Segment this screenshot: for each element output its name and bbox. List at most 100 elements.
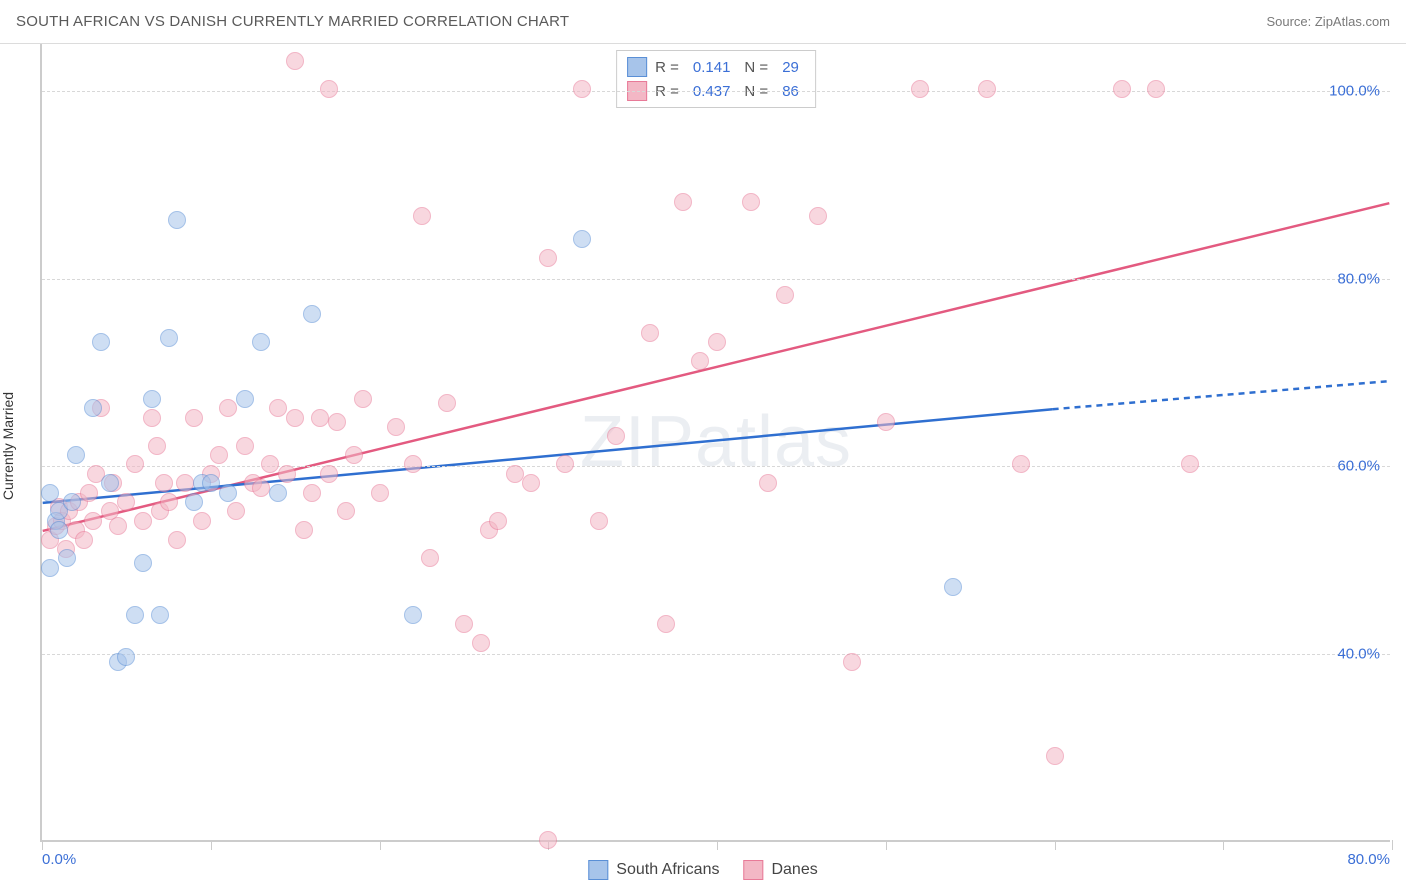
swatch-danes [743,860,763,880]
scatter-point-danes [176,474,194,492]
scatter-point-danes [155,474,173,492]
scatter-point-danes [134,512,152,530]
scatter-point-danes [143,409,161,427]
scatter-point-danes [328,413,346,431]
scatter-point-danes [556,455,574,473]
scatter-point-south-africans [117,648,135,666]
gridline [42,654,1390,655]
scatter-point-danes [84,512,102,530]
scatter-point-danes [227,502,245,520]
scatter-point-south-africans [303,305,321,323]
legend-label: South Africans [616,861,719,879]
scatter-point-danes [160,493,178,511]
scatter-point-south-africans [50,521,68,539]
scatter-point-danes [607,427,625,445]
stat-r-label: R = [655,59,679,76]
scatter-point-danes [1046,747,1064,765]
scatter-point-danes [345,446,363,464]
chart-container: SOUTH AFRICAN VS DANISH CURRENTLY MARRIE… [0,0,1406,892]
scatter-point-south-africans [185,493,203,511]
scatter-point-danes [80,484,98,502]
scatter-point-danes [75,531,93,549]
legend-label: Danes [771,861,817,879]
scatter-point-danes [354,390,372,408]
scatter-point-danes [573,80,591,98]
y-axis-label: Currently Married [0,392,16,500]
scatter-point-danes [742,193,760,211]
x-tick-label-end: 80.0% [1347,851,1390,868]
gridline [42,91,1390,92]
scatter-point-south-africans [219,484,237,502]
scatter-point-danes [117,493,135,511]
scatter-point-danes [185,409,203,427]
scatter-point-danes [387,418,405,436]
stat-n-label: N = [744,59,768,76]
scatter-point-danes [1181,455,1199,473]
scatter-point-danes [539,249,557,267]
scatter-point-danes [759,474,777,492]
scatter-point-danes [438,394,456,412]
scatter-point-danes [303,484,321,502]
scatter-point-danes [472,634,490,652]
scatter-point-south-africans [58,549,76,567]
scatter-point-danes [590,512,608,530]
scatter-point-south-africans [67,446,85,464]
x-tick [717,840,718,850]
scatter-point-danes [210,446,228,464]
scatter-point-danes [236,437,254,455]
scatter-point-south-africans [404,606,422,624]
legend-bottom: South Africans Danes [588,860,817,880]
x-tick [1223,840,1224,850]
y-tick-label: 80.0% [1337,270,1380,287]
scatter-point-danes [506,465,524,483]
scatter-point-danes [286,409,304,427]
header: SOUTH AFRICAN VS DANISH CURRENTLY MARRIE… [0,0,1406,44]
scatter-point-danes [978,80,996,98]
scatter-point-south-africans [143,390,161,408]
stat-n-value-1: 29 [782,59,799,76]
scatter-point-danes [809,207,827,225]
scatter-point-south-africans [269,484,287,502]
scatter-point-south-africans [84,399,102,417]
scatter-point-danes [278,465,296,483]
scatter-point-danes [148,437,166,455]
x-tick-label-start: 0.0% [42,851,76,868]
legend-stats: R = 0.141 N = 29 R = 0.437 N = 86 [616,50,816,108]
x-tick [1055,840,1056,850]
scatter-point-south-africans [573,230,591,248]
swatch-south-africans [588,860,608,880]
scatter-point-danes [1012,455,1030,473]
scatter-point-danes [877,413,895,431]
scatter-point-south-africans [101,474,119,492]
legend-stats-row-1: R = 0.141 N = 29 [627,55,805,79]
scatter-point-south-africans [160,329,178,347]
y-tick-label: 100.0% [1329,82,1380,99]
scatter-point-danes [657,615,675,633]
scatter-point-danes [269,399,287,417]
scatter-point-south-africans [252,333,270,351]
scatter-point-danes [219,399,237,417]
scatter-point-danes [1113,80,1131,98]
scatter-point-danes [455,615,473,633]
scatter-point-danes [261,455,279,473]
scatter-point-danes [489,512,507,530]
scatter-point-danes [109,517,127,535]
scatter-point-danes [843,653,861,671]
scatter-point-danes [311,409,329,427]
legend-item-danes: Danes [743,860,817,880]
x-tick [1392,840,1393,850]
scatter-point-danes [539,831,557,849]
scatter-point-danes [413,207,431,225]
scatter-point-danes [674,193,692,211]
scatter-point-danes [286,52,304,70]
scatter-point-south-africans [126,606,144,624]
stat-r-value-1: 0.141 [693,59,731,76]
scatter-point-south-africans [168,211,186,229]
scatter-point-danes [641,324,659,342]
x-tick [886,840,887,850]
scatter-point-south-africans [134,554,152,572]
scatter-point-south-africans [151,606,169,624]
scatter-point-south-africans [236,390,254,408]
scatter-point-danes [371,484,389,502]
y-tick-label: 60.0% [1337,458,1380,475]
